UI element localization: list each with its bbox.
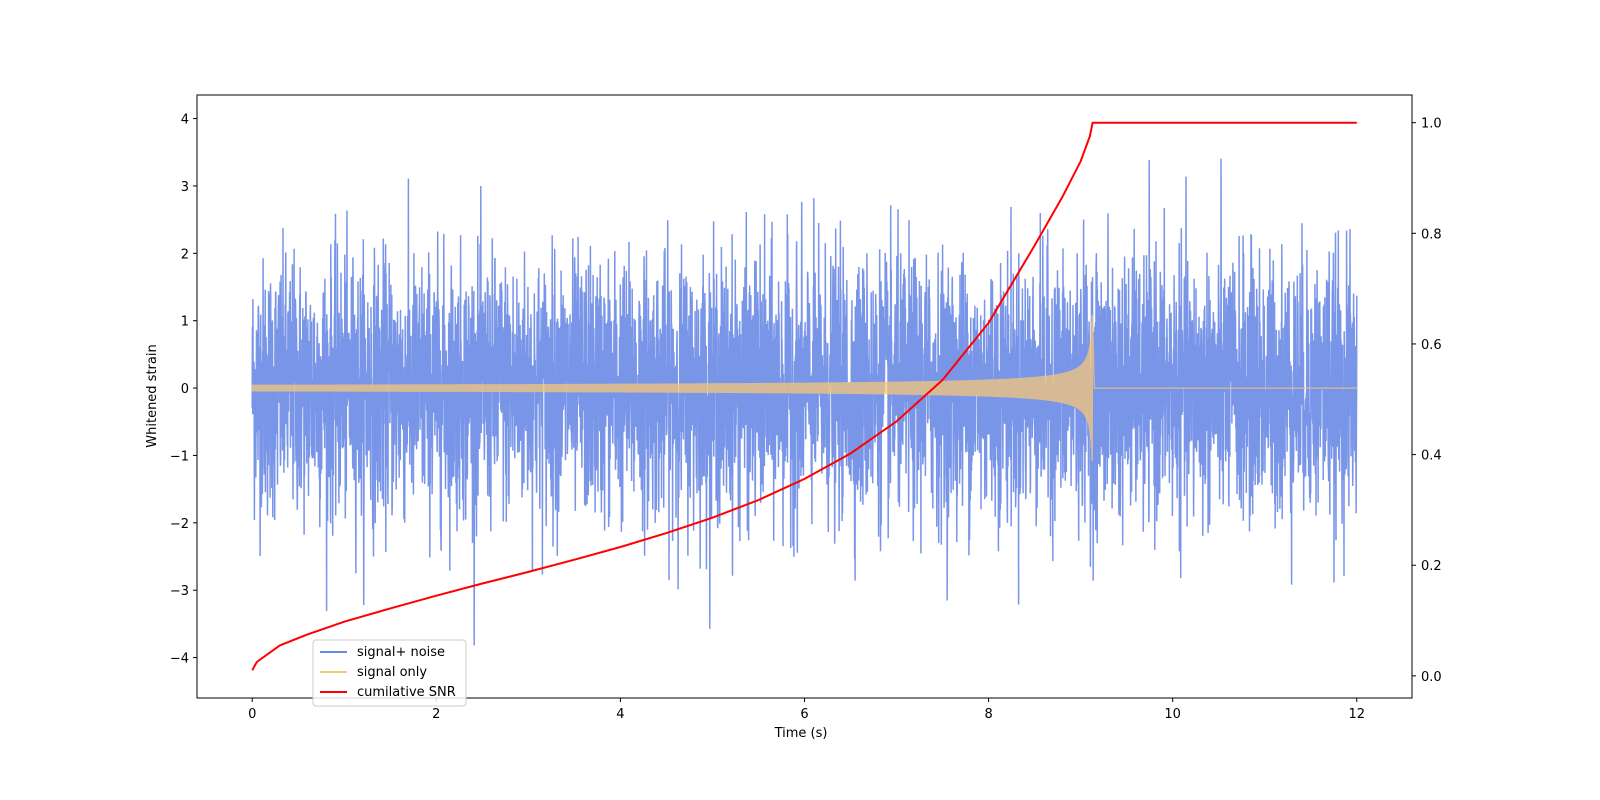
x-tick-label: 2 <box>432 707 440 722</box>
y2-tick-label: 0.8 <box>1421 227 1442 242</box>
legend-box <box>312 639 467 707</box>
x-tick-label: 4 <box>616 707 624 722</box>
x-tick-label: 6 <box>800 707 808 722</box>
series-signal-only <box>251 315 1357 461</box>
y-tick-label: −2 <box>170 517 189 532</box>
series-cumulative-snr <box>251 121 1357 671</box>
y-tick-label: −4 <box>170 652 189 667</box>
x-axis-label: Time (s) <box>774 726 828 741</box>
y-tick-label: −1 <box>170 449 189 464</box>
y2-tick-label: 0.6 <box>1421 338 1442 353</box>
x-tick-label: 0 <box>248 707 256 722</box>
legend-label-cumulative-snr: cumilative SNR <box>357 685 456 700</box>
legend-label-signal-noise: signal+ noise <box>357 645 445 660</box>
y-axis-label: Whitened strain <box>145 344 160 447</box>
y-tick-label: 4 <box>181 113 189 128</box>
y-tick-label: 0 <box>181 382 189 397</box>
y2-tick-label: 0.2 <box>1421 559 1442 574</box>
x-tick-label: 10 <box>1164 707 1181 722</box>
y-tick-label: 3 <box>181 180 189 195</box>
y-tick-label: −3 <box>170 584 189 599</box>
legend: signal+ noise signal only cumilative SNR <box>312 639 467 707</box>
y2-tick-label: 0.4 <box>1421 449 1442 464</box>
series-layer <box>251 121 1358 671</box>
y2-tick-label: 1.0 <box>1421 117 1442 132</box>
legend-label-signal-only: signal only <box>357 665 427 680</box>
y-tick-label: 1 <box>181 315 189 330</box>
x-tick-label: 8 <box>984 707 992 722</box>
y2-tick-label: 0.0 <box>1421 670 1442 685</box>
y-tick-label: 2 <box>181 247 189 262</box>
series-signal-noise <box>251 158 1358 646</box>
x-tick-label: 12 <box>1348 707 1365 722</box>
